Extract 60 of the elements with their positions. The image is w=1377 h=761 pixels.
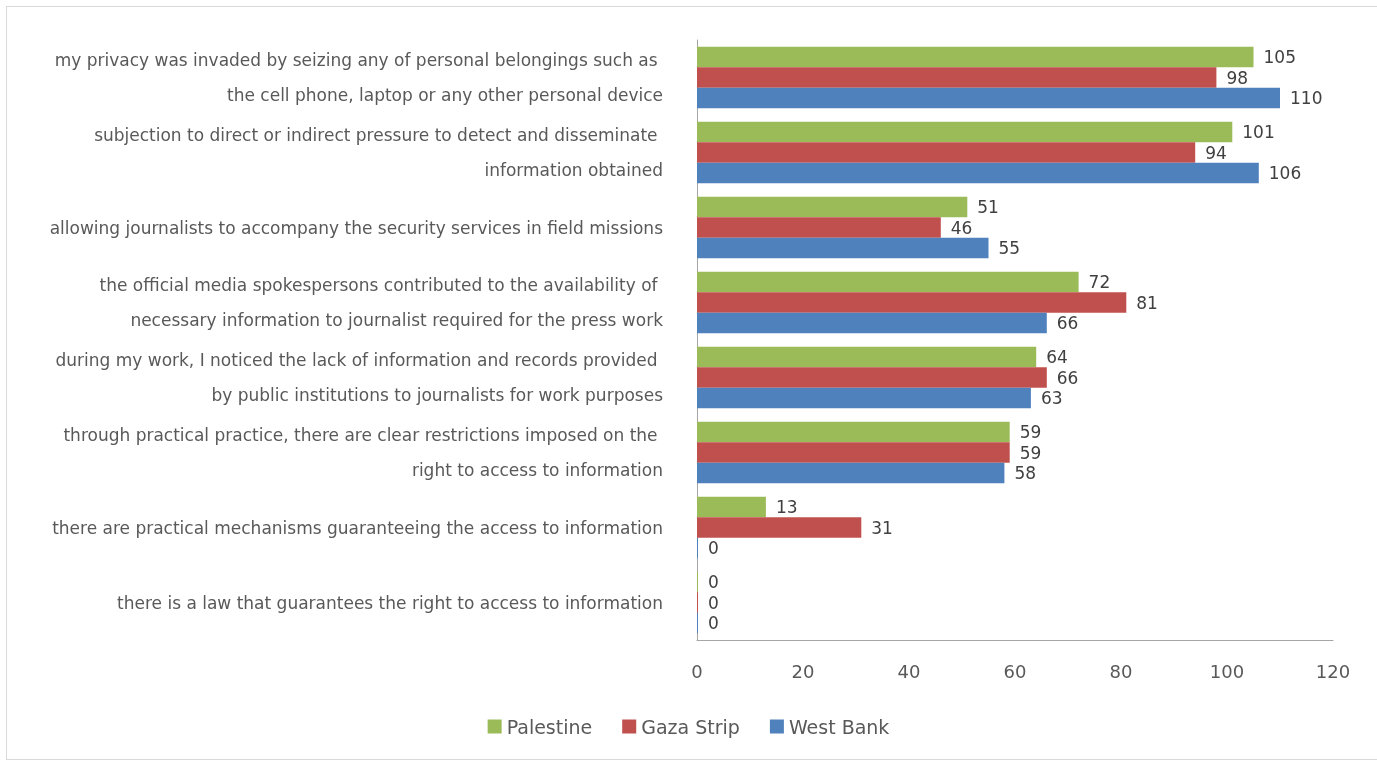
data-label: 72: [1088, 272, 1111, 292]
bar: [697, 387, 1031, 409]
data-label: 51: [977, 197, 999, 217]
bar: [697, 442, 1010, 463]
y-tick-label: allowing journalists to accompany the security services in field missions: [49, 217, 664, 238]
bar: [697, 312, 1047, 334]
y-tick-label: the official media spokespersons contributed to the availability of necessary information to journalist required for the press work: [99, 275, 664, 330]
bar: [697, 121, 1233, 143]
data-label: 0: [708, 613, 719, 633]
bar: [697, 196, 968, 218]
y-tick-label: subjection to direct or indirect pressure to detect and disseminate information obtained: [94, 125, 663, 180]
data-label: 0: [708, 592, 719, 613]
data-label: 55: [998, 238, 1021, 258]
data-label: 66: [1056, 313, 1079, 333]
data-label: 105: [1263, 47, 1296, 67]
data-label: 31: [871, 517, 893, 538]
y-tick-label: there is a law that guarantees the right to access to information: [117, 592, 663, 613]
bar: [697, 346, 1037, 368]
bar: [697, 496, 766, 518]
bar: [697, 237, 989, 259]
data-label: 59: [1019, 422, 1042, 442]
bar: [697, 217, 941, 238]
bar: [697, 162, 1259, 184]
legend-label: Palestine: [506, 715, 593, 738]
bar: [697, 421, 1010, 443]
data-label: 94: [1205, 142, 1227, 163]
x-tick-label: 100: [1209, 660, 1245, 682]
x-tick-label: 120: [1315, 660, 1351, 682]
data-label: 110: [1290, 88, 1323, 108]
y-tick-label: through practical practice, there are clear restrictions imposed on the right to access to information: [63, 425, 663, 480]
bar: [697, 462, 1005, 484]
x-tick-label: 20: [791, 660, 815, 682]
data-label: 66: [1056, 367, 1079, 388]
bar: [697, 142, 1196, 163]
data-label: 98: [1226, 67, 1249, 88]
data-label: 58: [1014, 463, 1037, 483]
y-tick-label: there are practical mechanisms guaranteeing the access to information: [52, 517, 663, 538]
data-label: 63: [1040, 388, 1063, 408]
bar: [697, 271, 1079, 293]
legend-label: West Bank: [788, 715, 890, 738]
data-label: 106: [1268, 163, 1302, 183]
data-label: 0: [708, 572, 719, 592]
bar: [697, 517, 862, 538]
data-label: 13: [775, 497, 798, 517]
data-label: 101: [1242, 122, 1275, 142]
x-tick-label: 60: [1003, 660, 1027, 682]
data-label: 64: [1046, 347, 1068, 367]
bar: [697, 87, 1280, 109]
data-label: 81: [1136, 292, 1158, 313]
x-tick-label: 0: [691, 660, 703, 682]
bar: [697, 292, 1127, 313]
data-label: 46: [950, 217, 973, 238]
bar: [697, 367, 1047, 388]
x-tick-label: 40: [897, 660, 921, 682]
data-label: 0: [708, 538, 719, 558]
legend-label: Gaza Strip: [641, 715, 740, 738]
bar: [697, 67, 1217, 88]
bar: [697, 46, 1254, 68]
x-tick-label: 80: [1109, 660, 1133, 682]
data-label: 59: [1019, 442, 1042, 463]
